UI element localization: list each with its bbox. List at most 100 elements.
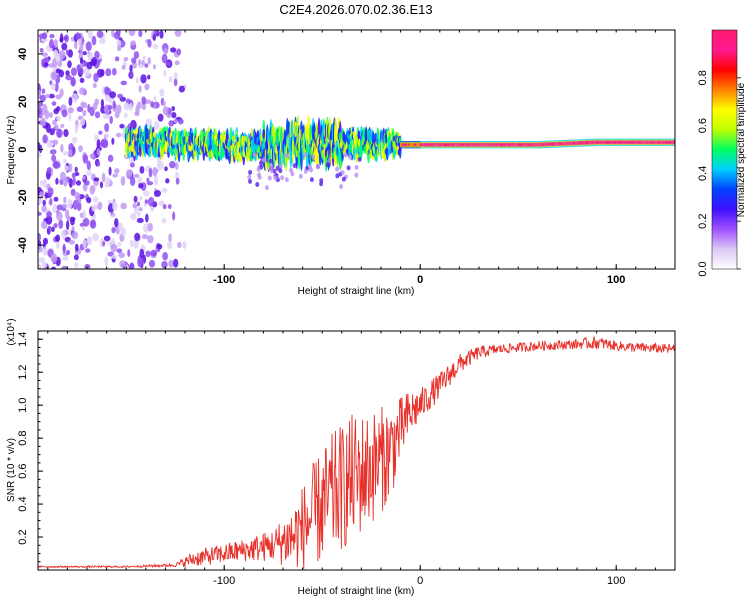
noise-speckle bbox=[147, 235, 154, 244]
noise-speckle bbox=[39, 94, 46, 102]
noise-speckle bbox=[63, 128, 69, 138]
noise-speckle bbox=[80, 101, 86, 109]
noise-speckle bbox=[42, 178, 48, 189]
noise-speckle bbox=[78, 87, 86, 95]
noise-speckle bbox=[70, 218, 75, 226]
noise-speckle bbox=[267, 175, 272, 181]
noise-speckle bbox=[67, 106, 74, 114]
noise-speckle bbox=[67, 49, 73, 58]
noise-speckle bbox=[38, 101, 44, 107]
noise-speckle bbox=[140, 74, 147, 84]
noise-speckle bbox=[99, 181, 104, 189]
noise-speckle bbox=[104, 86, 110, 95]
noise-speckle bbox=[303, 152, 308, 158]
noise-speckle bbox=[70, 67, 78, 77]
noise-speckle bbox=[102, 240, 106, 247]
x-tick-label: 100 bbox=[607, 274, 625, 286]
y-tick-label: 40 bbox=[17, 48, 29, 60]
noise-speckle bbox=[48, 142, 54, 147]
noise-speckle bbox=[44, 93, 51, 98]
noise-speckle bbox=[139, 165, 145, 174]
noise-speckle bbox=[65, 220, 70, 231]
noise-speckle bbox=[134, 111, 140, 117]
noise-speckle bbox=[120, 80, 128, 86]
noise-speckle bbox=[61, 266, 69, 269]
noise-speckle bbox=[116, 248, 123, 254]
noise-speckle bbox=[177, 241, 182, 249]
noise-speckle bbox=[273, 175, 278, 181]
noise-speckle bbox=[129, 102, 133, 112]
noise-speckle bbox=[130, 162, 135, 168]
noise-speckle bbox=[38, 144, 43, 154]
colorbar-ticks: 0.0 0.2 0.4 0.6 0.8 bbox=[697, 70, 741, 277]
noise-speckle bbox=[94, 50, 100, 59]
top-x-axis-label: Height of straight line (km) bbox=[298, 286, 415, 297]
noise-speckle bbox=[150, 101, 155, 108]
y-tick-label: 0.6 bbox=[17, 463, 29, 478]
noise-speckle bbox=[50, 253, 58, 264]
bottom-x-axis-label: Height of straight line (km) bbox=[298, 586, 415, 597]
bottom-y-axis-label: SNR (10 * v/v) bbox=[6, 438, 17, 502]
noise-speckle bbox=[79, 118, 86, 127]
noise-speckle bbox=[284, 177, 289, 183]
noise-speckle bbox=[147, 74, 151, 80]
noise-speckle bbox=[56, 106, 61, 112]
colorbar-label: Normalized spectral amplitude bbox=[736, 82, 747, 217]
noise-speckle bbox=[38, 245, 43, 253]
noise-speckle bbox=[340, 169, 345, 175]
noise-speckle bbox=[135, 77, 140, 84]
noise-speckle bbox=[53, 38, 58, 49]
noise-speckle bbox=[68, 111, 72, 122]
noise-speckle bbox=[60, 123, 65, 128]
noise-speckle bbox=[49, 38, 54, 49]
noise-speckle bbox=[114, 217, 119, 228]
noise-speckle bbox=[152, 33, 157, 41]
colorbar-tick-label: 0.4 bbox=[697, 166, 709, 181]
noise-speckle bbox=[163, 70, 167, 77]
noise-speckle bbox=[168, 120, 175, 127]
noise-speckle bbox=[307, 164, 312, 170]
noise-speckle bbox=[173, 258, 179, 268]
noise-speckle bbox=[63, 158, 67, 164]
noise-speckle bbox=[113, 31, 121, 40]
noise-speckle bbox=[159, 30, 164, 39]
noise-speckle bbox=[346, 165, 351, 171]
noise-speckle bbox=[158, 200, 165, 206]
noise-speckle bbox=[92, 196, 99, 203]
noise-speckle bbox=[89, 185, 96, 195]
noise-speckle bbox=[109, 115, 113, 125]
noise-speckle bbox=[74, 166, 78, 173]
noise-speckle bbox=[130, 40, 136, 46]
noise-speckle bbox=[66, 249, 71, 255]
noise-speckle bbox=[38, 257, 46, 263]
noise-speckle bbox=[168, 259, 175, 268]
noise-speckle bbox=[112, 173, 119, 178]
noise-speckle bbox=[49, 112, 53, 118]
noise-speckle bbox=[136, 201, 141, 207]
noise-speckle bbox=[128, 30, 136, 37]
noise-speckle bbox=[92, 82, 97, 89]
noise-speckle bbox=[173, 118, 178, 124]
noise-speckle bbox=[53, 196, 59, 202]
noise-speckle bbox=[303, 168, 308, 174]
signal-blob bbox=[338, 131, 342, 142]
noise-speckle bbox=[115, 132, 122, 138]
noise-speckle bbox=[121, 65, 126, 70]
noise-speckle bbox=[84, 180, 90, 186]
noise-speckle bbox=[62, 151, 70, 156]
noise-speckle bbox=[133, 173, 140, 178]
noise-speckle bbox=[164, 166, 168, 172]
noise-speckle bbox=[173, 71, 178, 82]
noise-speckle bbox=[111, 226, 116, 234]
noise-speckle bbox=[298, 173, 303, 179]
noise-speckle bbox=[61, 229, 66, 240]
noise-speckle bbox=[112, 201, 118, 211]
noise-speckle bbox=[247, 174, 252, 180]
noise-speckle bbox=[56, 115, 61, 122]
noise-speckle bbox=[79, 44, 84, 52]
x-tick-label: -100 bbox=[213, 575, 235, 587]
noise-speckle bbox=[68, 149, 73, 157]
noise-speckle bbox=[41, 52, 48, 57]
noise-speckle bbox=[71, 93, 79, 103]
noise-speckle bbox=[148, 167, 153, 178]
